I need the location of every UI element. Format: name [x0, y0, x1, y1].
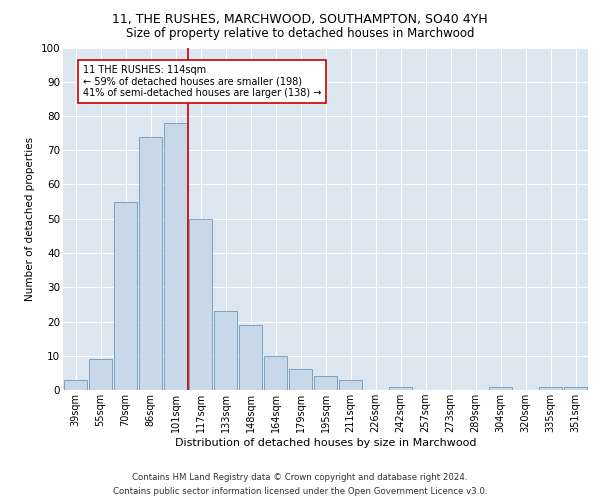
Text: 11, THE RUSHES, MARCHWOOD, SOUTHAMPTON, SO40 4YH: 11, THE RUSHES, MARCHWOOD, SOUTHAMPTON, … [112, 12, 488, 26]
X-axis label: Distribution of detached houses by size in Marchwood: Distribution of detached houses by size … [175, 438, 476, 448]
Bar [89, 359, 112, 390]
Bar [564, 386, 587, 390]
Bar [289, 370, 312, 390]
Y-axis label: Number of detached properties: Number of detached properties [25, 136, 35, 301]
Text: Contains public sector information licensed under the Open Government Licence v3: Contains public sector information licen… [113, 488, 487, 496]
Bar [114, 202, 137, 390]
Bar [214, 311, 237, 390]
Bar [64, 380, 87, 390]
Text: Size of property relative to detached houses in Marchwood: Size of property relative to detached ho… [126, 28, 474, 40]
Bar [539, 386, 562, 390]
Bar [239, 325, 262, 390]
Bar [264, 356, 287, 390]
Bar [314, 376, 337, 390]
Text: Contains HM Land Registry data © Crown copyright and database right 2024.: Contains HM Land Registry data © Crown c… [132, 472, 468, 482]
Bar [189, 219, 212, 390]
Bar [164, 123, 187, 390]
Bar [339, 380, 362, 390]
Text: 11 THE RUSHES: 114sqm
← 59% of detached houses are smaller (198)
41% of semi-det: 11 THE RUSHES: 114sqm ← 59% of detached … [83, 64, 322, 98]
Bar [139, 136, 162, 390]
Bar [389, 386, 412, 390]
Bar [489, 386, 512, 390]
